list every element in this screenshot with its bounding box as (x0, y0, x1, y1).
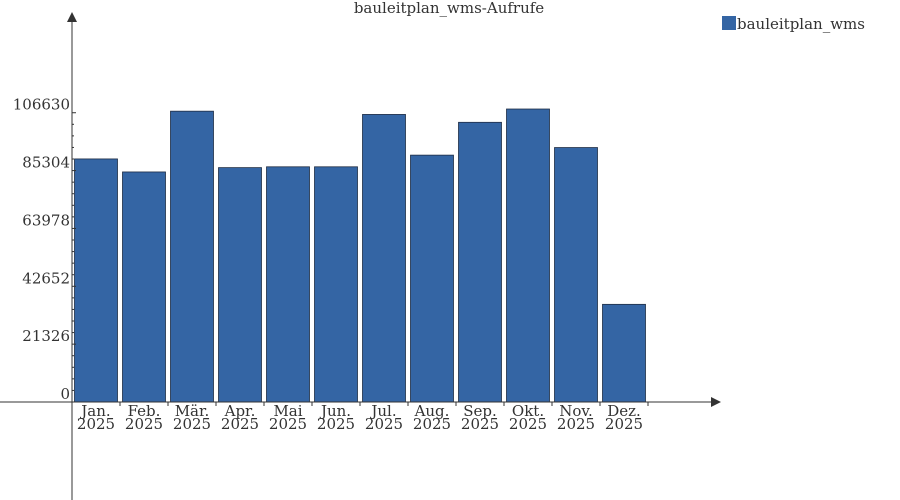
bar-4 (218, 167, 262, 403)
bar-10 (506, 108, 550, 403)
y-axis: 0 21326 42652 63978 85304 106630 (13, 12, 77, 500)
y-tick-label: 85304 (22, 154, 70, 172)
x-tick-label-month: Sep. (463, 402, 497, 420)
x-axis-arrow-icon (711, 397, 721, 407)
legend-swatch (722, 16, 736, 30)
bar-5 (266, 166, 310, 403)
bar-12 (602, 303, 646, 403)
y-tick-label: 0 (60, 385, 70, 403)
x-tick-label-year: 2025 (221, 415, 259, 433)
x-tick-label-month: Dez. (607, 402, 641, 420)
x-tick-label-month: Jul. (369, 402, 396, 420)
x-tick-label-month: Okt. (512, 402, 544, 420)
x-tick-label-year: 2025 (509, 415, 547, 433)
bar-6 (314, 166, 358, 403)
x-tick-label-month: Aug. (414, 402, 450, 420)
x-tick-label-month: Jun. (319, 402, 351, 420)
y-tick-label: 63978 (22, 211, 70, 229)
x-tick-label-month: Feb. (128, 402, 161, 420)
x-axis: Jan.2025Feb.2025Mär.2025Apr.2025Mai2025J… (0, 397, 721, 433)
x-tick-label-year: 2025 (605, 415, 643, 433)
x-tick-label-year: 2025 (557, 415, 595, 433)
x-tick-label-month: Jan. (79, 402, 110, 420)
x-tick-label-year: 2025 (365, 415, 403, 433)
bars (74, 108, 646, 403)
x-tick-label-year: 2025 (173, 415, 211, 433)
bar-3 (170, 110, 214, 403)
x-tick-label-year: 2025 (269, 415, 307, 433)
y-tick-label: 106630 (13, 96, 70, 114)
bar-2 (122, 171, 166, 403)
x-tick-label-year: 2025 (461, 415, 499, 433)
x-tick-label-year: 2025 (125, 415, 163, 433)
bar-7 (362, 114, 406, 403)
x-tick-label-year: 2025 (77, 415, 115, 433)
x-tick-label-month: Apr. (224, 402, 256, 420)
x-tick-label-month: Mär. (175, 402, 210, 420)
bar-8 (410, 154, 454, 403)
x-tick-label-month: Mai (273, 402, 302, 420)
chart-title: bauleitplan_wms-Aufrufe (354, 0, 544, 17)
y-tick-label: 21326 (22, 327, 70, 345)
x-tick-label-month: Nov. (559, 402, 593, 420)
x-tick-label-year: 2025 (317, 415, 355, 433)
bar-9 (458, 121, 502, 403)
y-tick-label: 42652 (22, 269, 70, 287)
bar-11 (554, 147, 598, 403)
x-tick-label-year: 2025 (413, 415, 451, 433)
legend-label: bauleitplan_wms (737, 15, 865, 33)
legend: bauleitplan_wms (722, 15, 865, 33)
bar-1 (74, 158, 118, 403)
y-axis-arrow-icon (67, 12, 77, 22)
